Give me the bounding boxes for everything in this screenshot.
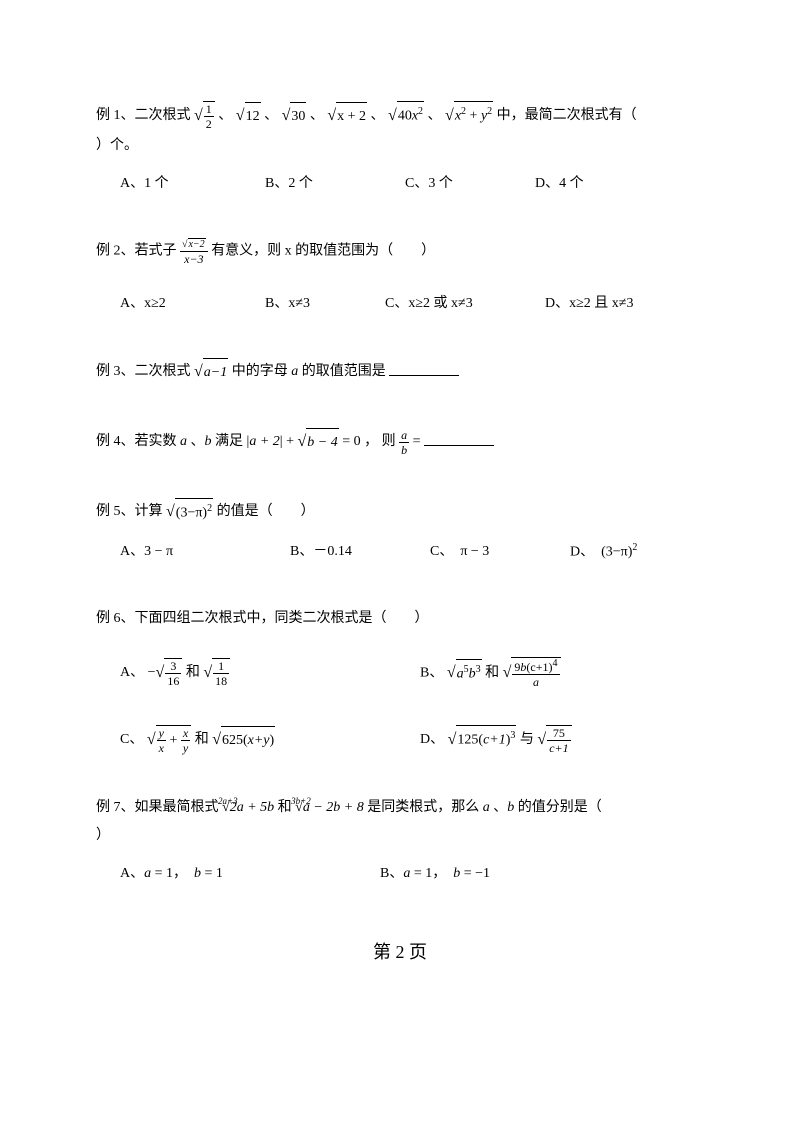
blank-line [424,431,494,446]
nth-root-icon: 3b+2√a − 2b + 8 [295,794,364,822]
problem-5: 例 5、计算 √(3−π)2 的值是（ ） A、3 − π B、－0.14 C、… [96,496,704,567]
sqrt-icon: √(3−π)2 [166,496,213,528]
problem-6: 例 6、下面四组二次根式中，同类二次根式是（ ） A、 −√316 和 √118… [96,605,704,756]
option-d: D、 √125(c+1)3 与 √75c+1 [420,724,704,756]
problem-2: 例 2、若式子 √x−2 x−3 有意义，则 x 的取值范围为（ ） A、x≥2… [96,236,704,318]
page-footer: 第 2 页 [96,938,704,964]
problem-7: 例 7、如果最简根式 2a+3√2a + 5b 和 3b+2√a − 2b + … [96,794,704,888]
option-a: A、a = 1， b = 1 [120,860,380,888]
option-b: B、 √a5b3 和 √9b(c+1)4a [420,657,704,690]
fraction: √x−2 x−3 [180,236,208,266]
problem-4: 例 4、若实数 a 、b 满足 |a + 2| + √b − 4 = 0 ， 则… [96,426,704,458]
abs-expr: |a + 2| [247,435,283,450]
option-b: B、2 个 [265,170,405,198]
option-d: D、x≥2 且 x≠3 [545,290,633,318]
sqrt-icon: √12 [194,100,215,132]
sqrt-icon: √a−1 [194,356,228,388]
option-a: A、x≥2 [120,290,265,318]
sqrt-icon: √b − 4 [297,426,338,458]
option-c: C、 π − 3 [430,538,570,567]
fraction: ab [399,428,409,458]
sqrt-icon: √x + 2 [327,100,367,132]
p6-row1: A、 −√316 和 √118 B、 √a5b3 和 √9b(c+1)4a [96,657,704,690]
page-container: 例 1、二次根式 √12 、 √12 、 √30 、 √x + 2 、 √40x… [0,0,800,1004]
option-a: A、3 − π [120,538,290,567]
p6-row2: C、 √yx + xy 和 √625(x+y) D、 √125(c+1)3 与 … [96,724,704,756]
option-d: D、4 个 [535,170,635,198]
problem-3: 例 3、二次根式 √a−1 中的字母 a 的取值范围是 [96,356,704,388]
option-b: B、x≠3 [265,290,385,318]
sqrt-icon: √30 [282,100,307,132]
sqrt-icon: √x2 + y2 [445,100,493,132]
option-a: A、1 个 [120,170,265,198]
sqrt-icon: √12 [236,100,261,132]
p7-options: A、a = 1， b = 1 B、a = 1， b = −1 [96,860,704,888]
p1-text: 例 1、二次根式 [96,108,194,123]
option-a: A、 −√316 和 √118 [120,657,420,690]
p5-options: A、3 − π B、－0.14 C、 π − 3 D、 (3−π)2 [96,538,704,567]
option-c: C、 √yx + xy 和 √625(x+y) [120,724,420,756]
nth-root-icon: 2a+3√2a + 5b [222,794,274,822]
problem-1: 例 1、二次根式 √12 、 √12 、 √30 、 √x + 2 、 √40x… [96,100,704,198]
blank-line [389,361,459,376]
p2-options: A、x≥2 B、x≠3 C、x≥2 或 x≠3 D、x≥2 且 x≠3 [96,290,704,318]
option-c: C、3 个 [405,170,535,198]
option-c: C、x≥2 或 x≠3 [385,290,545,318]
option-b: B、a = 1， b = −1 [380,860,490,888]
p1-options: A、1 个 B、2 个 C、3 个 D、4 个 [96,170,704,198]
sqrt-icon: √40x2 [388,100,424,132]
option-b: B、－0.14 [290,538,430,567]
option-d: D、 (3−π)2 [570,538,637,567]
